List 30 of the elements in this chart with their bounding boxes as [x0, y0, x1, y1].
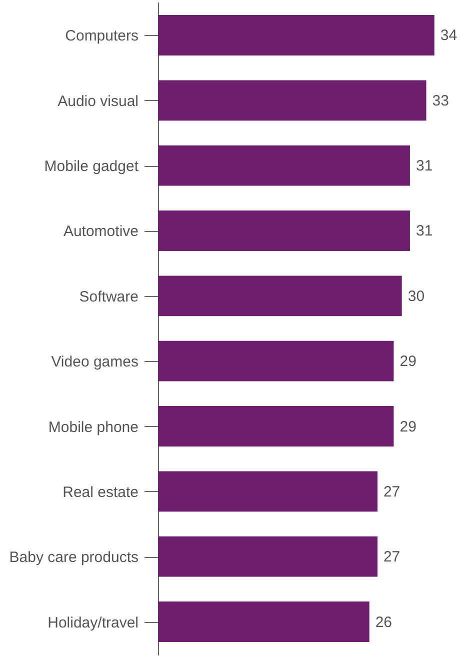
data-label: 31 — [416, 222, 433, 240]
data-label: 26 — [375, 614, 392, 631]
y-tick-label: Mobile gadget — [44, 158, 140, 176]
y-tick-label: Holiday/travel — [48, 614, 138, 632]
y-tick-label: Software — [79, 288, 138, 306]
bar — [158, 602, 370, 642]
bar — [158, 406, 394, 446]
data-label: 29 — [400, 353, 416, 370]
y-tick-label: Audio visual — [58, 92, 138, 110]
bar — [158, 145, 410, 186]
bar — [158, 276, 402, 316]
y-tick-label: Automotive — [63, 223, 138, 240]
y-tick-label: Computers — [65, 28, 138, 45]
data-label: 30 — [408, 288, 425, 305]
y-tick-label: Mobile phone — [48, 418, 138, 436]
bar — [158, 15, 434, 56]
bar — [158, 471, 378, 512]
y-tick-label: Video games — [51, 354, 138, 371]
y-tick-label: Real estate — [62, 484, 138, 501]
data-label: 29 — [400, 418, 416, 436]
y-tick-label: Baby care products — [9, 549, 138, 566]
data-label: 34 — [440, 27, 458, 44]
bar — [158, 340, 394, 382]
data-label: 27 — [383, 548, 400, 566]
bar — [158, 536, 378, 577]
data-label: 33 — [432, 92, 449, 110]
data-label: 27 — [383, 483, 400, 500]
bar — [158, 210, 410, 251]
bar — [158, 80, 426, 121]
data-label: 31 — [416, 158, 433, 175]
